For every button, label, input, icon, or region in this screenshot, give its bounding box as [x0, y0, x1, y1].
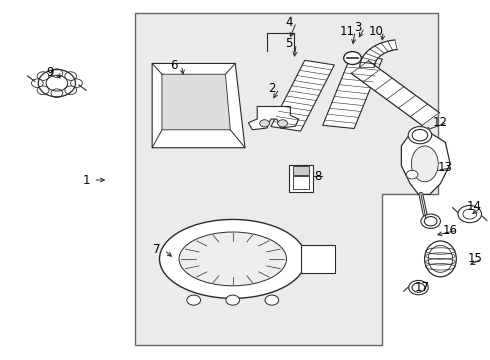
Circle shape	[408, 127, 432, 144]
Circle shape	[278, 120, 288, 127]
Polygon shape	[152, 63, 245, 148]
Ellipse shape	[412, 146, 438, 182]
Circle shape	[37, 72, 49, 80]
Text: 5: 5	[285, 37, 293, 50]
Polygon shape	[360, 40, 397, 67]
Ellipse shape	[424, 241, 456, 277]
Bar	[294, 176, 309, 189]
Text: 4: 4	[285, 16, 293, 29]
Circle shape	[343, 51, 361, 64]
Circle shape	[412, 130, 428, 141]
Circle shape	[51, 89, 63, 98]
Polygon shape	[135, 13, 438, 345]
Text: 3: 3	[354, 21, 361, 34]
Text: 2: 2	[268, 82, 275, 95]
Circle shape	[265, 295, 279, 305]
Bar	[289, 165, 314, 192]
Circle shape	[51, 69, 63, 77]
Polygon shape	[401, 132, 450, 194]
Bar	[301, 244, 335, 273]
Polygon shape	[351, 61, 440, 125]
Polygon shape	[323, 56, 382, 129]
Circle shape	[421, 214, 441, 228]
Text: 15: 15	[467, 252, 482, 265]
Circle shape	[260, 120, 270, 127]
Text: 9: 9	[46, 66, 53, 79]
Polygon shape	[271, 60, 334, 131]
Text: 6: 6	[171, 59, 178, 72]
Bar	[294, 166, 309, 175]
Text: 12: 12	[433, 116, 448, 129]
Polygon shape	[248, 107, 299, 130]
Circle shape	[458, 206, 482, 223]
Text: 10: 10	[368, 25, 383, 38]
Polygon shape	[162, 74, 230, 130]
Text: 11: 11	[340, 25, 355, 38]
Text: 7: 7	[153, 243, 161, 256]
Circle shape	[424, 217, 437, 226]
Circle shape	[187, 295, 200, 305]
Circle shape	[409, 280, 428, 295]
Circle shape	[31, 79, 43, 87]
Text: 8: 8	[315, 170, 322, 183]
Circle shape	[71, 79, 82, 87]
Text: 14: 14	[467, 201, 482, 213]
Circle shape	[406, 170, 418, 179]
Circle shape	[226, 295, 240, 305]
Circle shape	[65, 86, 76, 95]
Text: 17: 17	[415, 281, 429, 294]
Circle shape	[412, 283, 425, 292]
Circle shape	[37, 86, 49, 95]
Ellipse shape	[159, 220, 306, 298]
Circle shape	[65, 72, 76, 80]
Ellipse shape	[179, 232, 287, 286]
Text: 1: 1	[82, 174, 90, 186]
Text: 16: 16	[443, 224, 458, 237]
Text: 13: 13	[438, 161, 453, 174]
